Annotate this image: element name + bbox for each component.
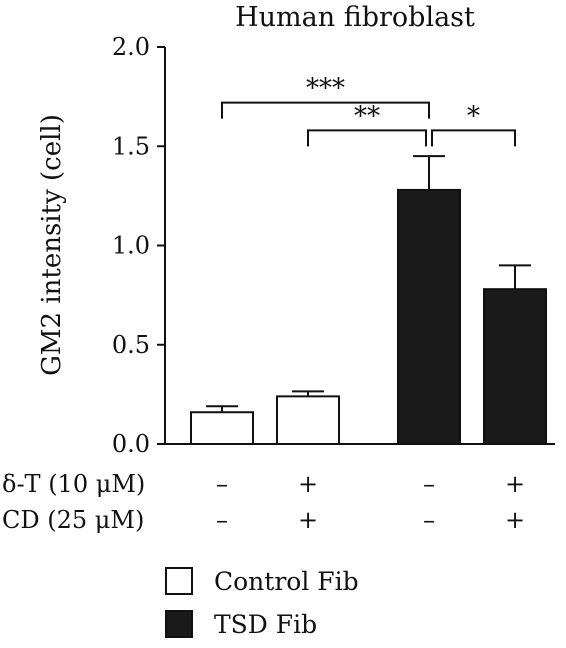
- significance-label: ***: [306, 74, 345, 104]
- significance-label: **: [354, 101, 380, 131]
- condition-value: –: [423, 470, 435, 498]
- condition-label: δ-T (10 μM): [2, 470, 145, 498]
- legend: Control Fib TSD Fib: [165, 567, 359, 639]
- condition-value: +: [298, 470, 318, 498]
- bar: [190, 411, 254, 445]
- significance-bracket: [431, 129, 516, 147]
- significance-bracket: [307, 129, 427, 147]
- significance-brackets: ***** *: [221, 74, 516, 147]
- y-tick-label: 2.0: [112, 33, 150, 61]
- y-axis-label: GM2 intensity (cell): [37, 114, 67, 376]
- legend-label: Control Fib: [214, 567, 359, 596]
- condition-value: –: [423, 506, 435, 534]
- bar: [276, 395, 340, 445]
- y-tick-label: 0.0: [112, 430, 150, 458]
- chart-title: Human fibroblast: [235, 2, 475, 33]
- y-tick-label: 1.5: [112, 132, 150, 160]
- condition-label: CD (25 μM): [2, 506, 144, 534]
- legend-swatch: [165, 567, 193, 595]
- condition-table: δ-T (10 μM) – + – + CD (25 μM) – + – +: [2, 470, 525, 534]
- legend-swatch: [165, 610, 193, 638]
- bar: [397, 188, 461, 445]
- condition-value: +: [505, 470, 525, 498]
- y-tick-label: 1.0: [112, 232, 150, 260]
- significance-bracket: [221, 101, 430, 119]
- y-tick-label: 0.5: [112, 331, 150, 359]
- legend-label: TSD Fib: [214, 610, 317, 639]
- y-ticks: 0.0 0.5 1.0 1.5 2.0: [112, 33, 165, 458]
- condition-value: –: [216, 470, 228, 498]
- condition-value: –: [216, 506, 228, 534]
- bars: [190, 188, 547, 446]
- condition-value: +: [298, 506, 318, 534]
- significance-label: *: [467, 101, 480, 131]
- bar: [483, 288, 547, 446]
- error-bars: [206, 155, 531, 413]
- condition-value: +: [505, 506, 525, 534]
